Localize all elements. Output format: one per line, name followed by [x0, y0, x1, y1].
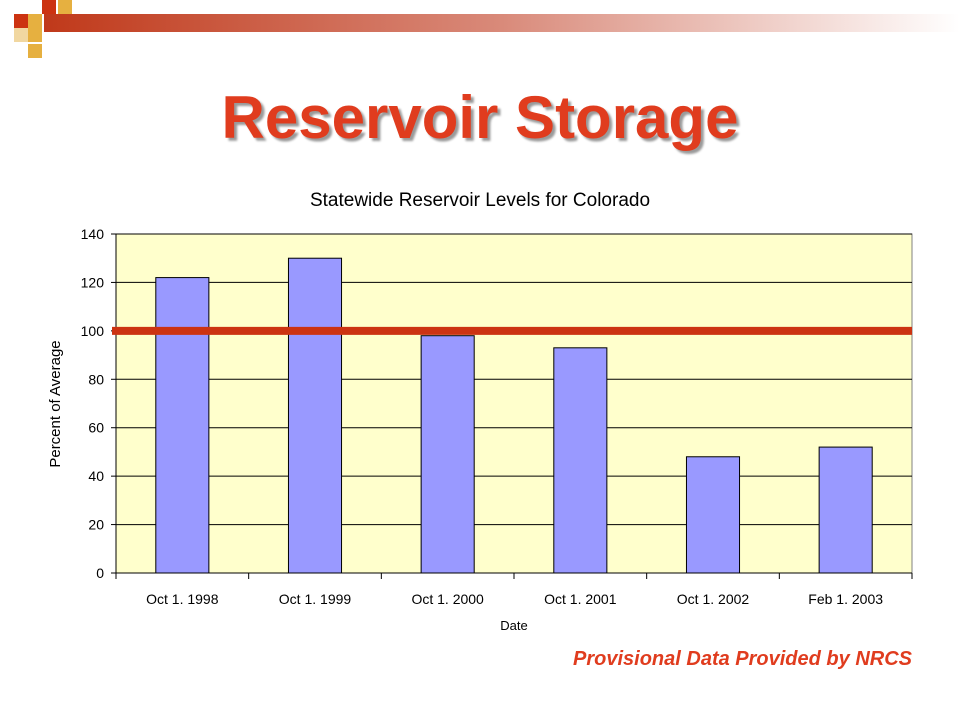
decoration-square [42, 0, 56, 14]
decoration-square [14, 28, 28, 42]
decoration-square [14, 14, 28, 28]
y-tick-label: 100 [81, 323, 105, 339]
slide-title: Reservoir Storage [221, 84, 739, 151]
footer-note: Provisional Data Provided by NRCS [573, 648, 912, 670]
decoration-square [28, 14, 42, 28]
decoration-square [58, 0, 72, 14]
bar [685, 456, 741, 574]
decoration-square [28, 44, 42, 58]
y-tick-label: 0 [96, 565, 104, 581]
bar [553, 347, 608, 574]
corner-decoration [14, 0, 960, 58]
y-tick-label: 20 [88, 517, 104, 533]
bar [287, 257, 343, 574]
decoration-square [28, 28, 42, 42]
y-axis-label: Percent of Average [47, 340, 64, 467]
y-tick-label: 60 [88, 420, 104, 436]
y-tick-label: 140 [81, 226, 105, 242]
x-axis-label: Date [500, 618, 527, 633]
x-tick-label: Oct 1. 1999 [279, 591, 352, 607]
x-tick-label: Oct 1. 2000 [411, 591, 484, 607]
x-tick-label: Oct 1. 1998 [146, 591, 219, 607]
bar [818, 446, 873, 574]
plot-area: 0 20 40 60 80 100 120 140 Oct 1. 1998 Oct 1. 1999… [81, 226, 913, 607]
x-tick-label: Oct 1. 2001 [544, 591, 617, 607]
x-tick-label: Oct 1. 2002 [677, 591, 750, 607]
y-tick-label: 120 [81, 274, 105, 290]
y-tick-label: 40 [88, 468, 104, 484]
bar [420, 335, 475, 574]
plot-background [115, 233, 913, 574]
x-tick-label: Feb 1. 2003 [808, 591, 883, 607]
chart-title: Statewide Reservoir Levels for Colorado [310, 190, 650, 211]
decoration-band [44, 14, 960, 32]
bar [155, 277, 210, 574]
y-tick-label: 80 [88, 371, 104, 387]
